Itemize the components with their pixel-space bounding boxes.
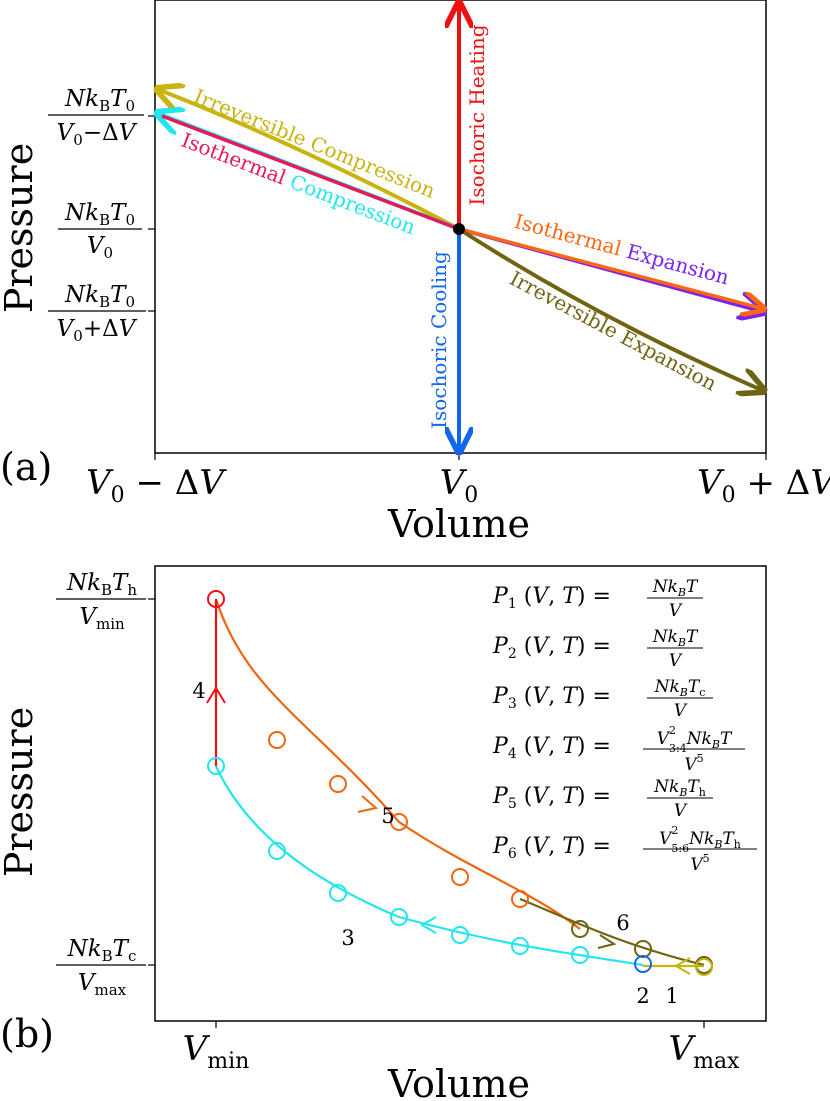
series-5-point [451,868,469,886]
panel-b-xtick-label-vmax: Vmax [669,1029,741,1074]
svg-text:V0+ΔV: V0+ΔV [57,316,138,345]
series-4-arrow [206,686,226,704]
series-1-point [695,958,713,976]
segment-label-3: 3 [341,926,354,950]
series-3-point [207,757,225,775]
panel-b-panel-label: (b) [0,1012,54,1056]
series-3-point [571,946,589,964]
svg-text:NkBT0: NkBT0 [64,86,135,115]
panel-b-ylabel: Pressure [0,707,41,877]
series-2-point [634,955,652,973]
segment-label-2: 2 [636,984,649,1008]
label-irreversible-expansion: Irreversible Expansion [506,266,721,396]
series-3-point [511,937,529,955]
panel-a-xlabel: Volume [387,502,530,546]
svg-text:V25:6NkBTh: V2 5:6NkBTh [659,824,741,855]
svg-text:NkBT0: NkBT0 [64,200,135,229]
svg-text:NkBT: NkBT [652,627,699,649]
series-3-curve [214,765,644,967]
svg-text:V: V [669,651,683,671]
series-5-point [390,813,408,831]
svg-text:Vmax: Vmax [78,970,127,999]
panel-b-xlabel: Volume [387,1062,530,1101]
series-5-arrow [357,795,379,813]
svg-text:NkBTh: NkBTh [66,570,137,599]
panel-a-ytick-label-mid: NkBT0 V0 [58,200,142,262]
svg-text:NkBT0: NkBT0 [64,282,135,311]
svg-text:P2 (V, T) =: P2 (V, T) = [492,634,611,662]
panel-b-axes-frame [154,565,767,1022]
svg-text:V0: V0 [87,233,113,262]
series-3-markers [207,757,589,964]
label-isochoric-heating: Isochoric Heating [465,24,489,205]
svg-text:NkBTh: NkBTh [653,777,706,799]
svg-text:P4 (V, T) =: P4 (V, T) = [492,734,611,762]
series-irreversible-compression [157,89,460,231]
series-3-point [451,926,469,944]
svg-text:NkBT: NkBT [652,577,699,599]
panel-b-ytick-label-low: NkBTc Vmax [56,936,146,999]
panel-a-ylabel: Pressure [0,143,41,313]
panel-a-ytick-label-high: NkBT0 V0−ΔV [48,86,144,149]
label-isothermal-expansion: Isothermal Expansion [512,209,732,289]
equation-p6: P6 (V, T) = V2 5:6NkBTh V5 [492,824,757,875]
series-3-point [390,908,408,926]
svg-text:NkBTc: NkBTc [67,936,137,965]
panel-a-ytick-label-low: NkBT0 V0+ΔV [48,282,146,345]
panel-b: NkBTh Vmin NkBTc Vmax Vmin Vmax Volume P… [0,565,767,1101]
series-5-point [329,775,347,793]
series-6-curve [519,897,705,967]
panel-a: NkBT0 V0−ΔV NkBT0 V0 NkBT0 V0+ΔV V0 − ΔV… [0,0,830,546]
svg-text:V: V [674,801,688,821]
series-1-arrow [673,957,691,975]
svg-text:NkBTc: NkBTc [654,677,706,699]
svg-text:V23:4NkBT: V2 3:4NkBT [657,724,733,755]
series-6-point [571,920,589,938]
series-3-point [268,842,286,860]
segment-label-4: 4 [192,679,205,703]
equation-p5: P5 (V, T) = NkBTh V [492,777,713,821]
series-irreversible-expansion [457,227,764,391]
svg-text:V5: V5 [684,752,703,775]
series-5-point [511,890,529,908]
label-isochoric-cooling: Isochoric Cooling [427,251,451,429]
series-5-markers [268,731,529,908]
series-isothermal-compression-pink [161,114,460,231]
series-6-arrow [597,934,617,949]
svg-text:V: V [674,701,688,721]
svg-text:V0−ΔV: V0−ΔV [57,120,138,149]
equation-p3: P3 (V, T) = NkBTc V [492,677,713,721]
series-5-point [268,731,286,749]
svg-text:V: V [669,601,683,621]
panel-a-panel-label: (a) [0,445,52,489]
panel-b-xtick-label-vmin: Vmin [183,1029,250,1074]
svg-text:Vmin: Vmin [79,604,125,633]
series-3-point [329,884,347,902]
segment-label-6: 6 [616,911,629,935]
svg-text:P6 (V, T) =: P6 (V, T) = [492,834,611,862]
svg-text:P3 (V, T) =: P3 (V, T) = [492,684,611,712]
panel-a-xtick-label-left: V0 − ΔV [86,463,227,508]
state-point [453,223,465,235]
svg-text:P1 (V, T) =: P1 (V, T) = [492,584,611,612]
equation-p2: P2 (V, T) = NkBT V [492,627,703,671]
svg-text:P5 (V, T) =: P5 (V, T) = [492,784,611,812]
series-4-point-top [207,590,225,608]
segment-label-1: 1 [665,984,678,1008]
svg-text:V5: V5 [690,852,709,875]
equation-p4: P4 (V, T) = V2 3:4NkBT V5 [492,724,745,775]
series-3-arrow [419,916,437,934]
series-isothermal-expansion-orange [458,227,764,309]
panel-a-xtick-label-right: V0 + ΔV [697,463,830,508]
panel-b-ytick-label-high: NkBTh Vmin [56,570,146,633]
segment-label-5: 5 [381,804,394,828]
equation-p1: P1 (V, T) = NkBT V [492,577,703,621]
